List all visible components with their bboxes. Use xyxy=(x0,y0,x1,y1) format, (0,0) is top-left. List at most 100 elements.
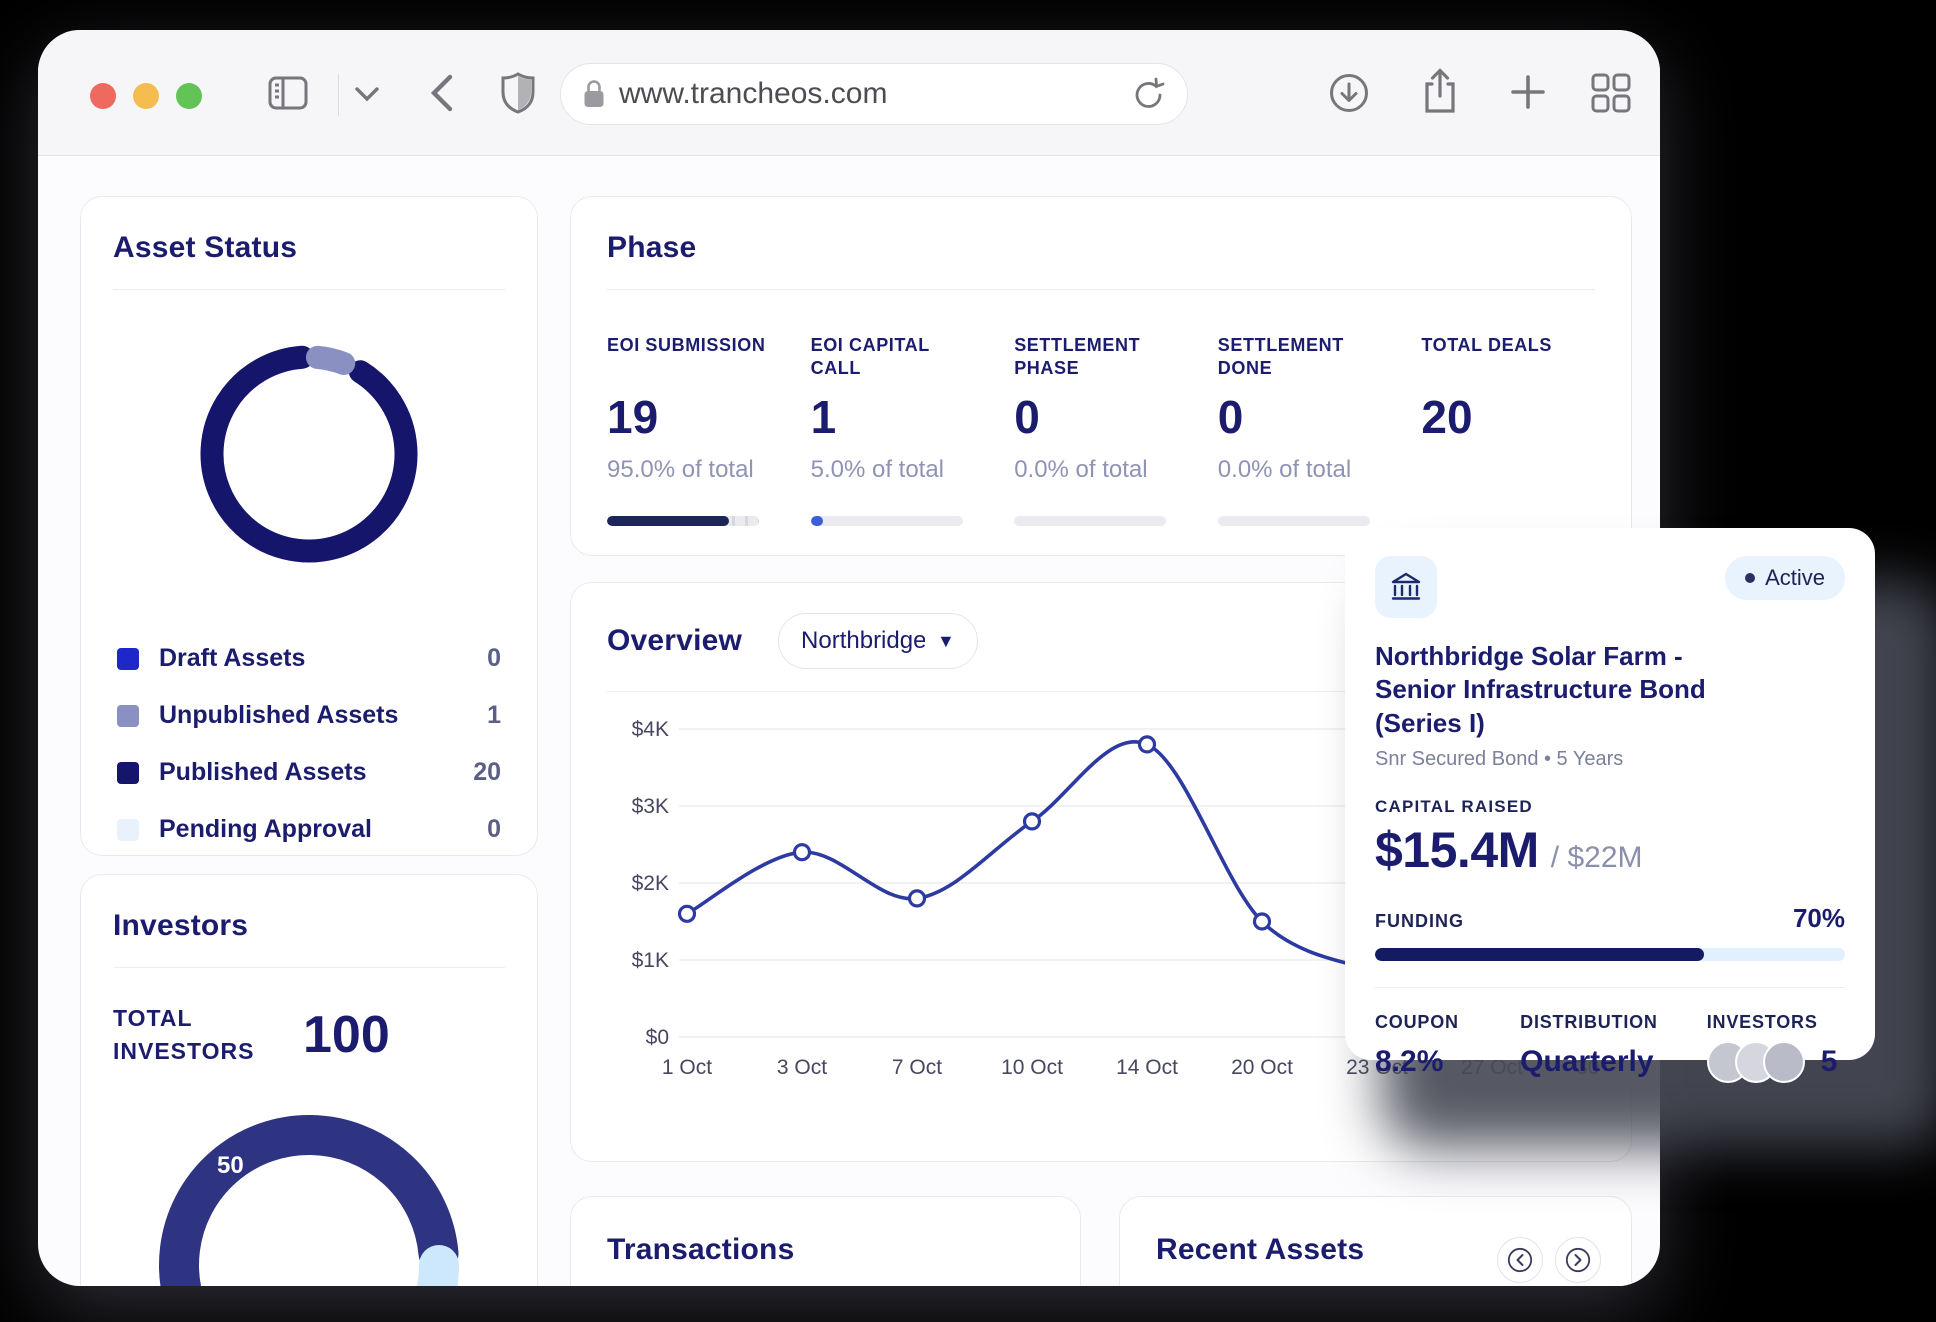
phase-bar-fill xyxy=(810,516,823,526)
legend-value: 20 xyxy=(473,758,501,786)
dropdown-selected-value: Northbridge xyxy=(801,627,926,654)
status-badge-label: Active xyxy=(1765,565,1825,590)
transactions-title: Transactions xyxy=(607,1233,795,1266)
share-icon[interactable] xyxy=(1420,68,1460,116)
investors-gauge-chart: 50 xyxy=(159,1114,459,1286)
data-point-marker xyxy=(907,889,927,908)
phase-stat-subtext: 0.0% of total xyxy=(1217,456,1352,483)
zoom-window-button[interactable] xyxy=(176,83,202,109)
x-axis-label: 10 Oct xyxy=(1001,1056,1063,1079)
investors-stat: INVESTORS 5 xyxy=(1706,1011,1845,1083)
investors-label: INVESTORS xyxy=(1706,1011,1818,1032)
previous-asset-button[interactable] xyxy=(1497,1237,1543,1283)
legend-row: Draft Assets 0 xyxy=(113,630,505,687)
investors-card: Investors TOTAL INVESTORS 100 50 xyxy=(80,874,538,1286)
coupon-value: 8.2% xyxy=(1375,1044,1444,1078)
phase-stat-label: SETTLEMENT PHASE xyxy=(1014,335,1141,378)
tab-overview-icon[interactable] xyxy=(1590,72,1632,114)
legend-swatch-icon xyxy=(117,647,139,670)
back-button-icon[interactable] xyxy=(430,74,454,112)
lock-icon xyxy=(583,79,605,109)
phase-stat-value: 19 xyxy=(607,391,659,443)
phase-progress-bar xyxy=(810,516,963,526)
address-bar[interactable]: www.trancheos.com xyxy=(560,63,1188,125)
funding-progress-bar xyxy=(1375,947,1845,961)
close-window-button[interactable] xyxy=(90,83,116,109)
distribution-stat: DISTRIBUTION Quarterly xyxy=(1520,1012,1707,1083)
funding-percent: 70% xyxy=(1792,902,1845,933)
chevron-down-icon: ▼ xyxy=(937,630,955,651)
phase-stat-column: SETTLEMENT PHASE 0 0.0% of total xyxy=(1014,334,1188,526)
downloads-icon[interactable] xyxy=(1328,72,1370,114)
phase-bar-fill xyxy=(607,516,729,526)
distribution-label: DISTRIBUTION xyxy=(1520,1011,1658,1032)
y-axis-label: $1K xyxy=(632,949,669,972)
x-axis-label: 23 Oct xyxy=(1346,1056,1408,1079)
legend-swatch-icon xyxy=(117,761,139,784)
distribution-value: Quarterly xyxy=(1520,1044,1654,1078)
status-badge: Active xyxy=(1725,556,1845,600)
data-point-marker xyxy=(677,904,697,923)
divider xyxy=(113,967,505,968)
legend-swatch-icon xyxy=(117,818,139,841)
y-axis-label: $2K xyxy=(632,872,669,895)
divider xyxy=(113,289,505,290)
coupon-label: COUPON xyxy=(1375,1011,1459,1032)
y-axis-label: $3K xyxy=(632,795,669,818)
asset-status-card: Asset Status Draft Assets 0 Unpublished As… xyxy=(80,196,538,856)
line-series xyxy=(685,740,1379,974)
legend-label: Unpublished Assets xyxy=(159,701,399,729)
x-axis-label: 7 Oct xyxy=(892,1056,942,1079)
x-axis-label: 1 Oct xyxy=(662,1056,712,1079)
chevron-down-icon[interactable] xyxy=(354,86,380,102)
browser-window: www.trancheos.com xyxy=(38,30,1660,1286)
investors-count: 5 xyxy=(1820,1044,1838,1078)
phase-stat-subtext: 5.0% of total xyxy=(810,456,945,483)
asset-detail-card: Active Northbridge Solar Farm - Senior I… xyxy=(1345,528,1875,1083)
legend-value: 1 xyxy=(487,701,501,729)
phase-stat-column: EOI CAPITAL CALL 1 5.0% of total xyxy=(810,334,985,526)
phase-progress-bar xyxy=(1421,516,1573,526)
legend-row: Pending Approval 0 xyxy=(113,801,505,858)
phase-stat-subtext xyxy=(1421,456,1595,486)
x-axis-label: 3 Oct xyxy=(777,1056,827,1079)
asset-status-legend: Draft Assets 0 Unpublished Assets 1 Publishe… xyxy=(113,630,505,858)
phase-stat-column: EOI SUBMISSION 19 95.0% of total xyxy=(607,334,781,526)
data-point-marker xyxy=(1022,812,1042,831)
phase-card: Phase EOI SUBMISSION 19 95.0% of total EOI … xyxy=(570,196,1632,556)
legend-value: 0 xyxy=(487,644,501,672)
next-asset-button[interactable] xyxy=(1555,1237,1601,1283)
reload-icon[interactable] xyxy=(1133,77,1165,111)
funding-label: FUNDING xyxy=(1375,910,1464,931)
total-investors-label: TOTAL INVESTORS xyxy=(113,1005,255,1065)
privacy-shield-icon[interactable] xyxy=(500,72,536,114)
transactions-card: Transactions xyxy=(570,1196,1081,1286)
bank-icon xyxy=(1391,572,1421,600)
browser-toolbar: www.trancheos.com xyxy=(38,30,1660,156)
phase-bar-dashes xyxy=(731,516,759,526)
divider xyxy=(607,691,1595,692)
divider xyxy=(1375,986,1845,988)
phase-progress-bar xyxy=(607,516,759,526)
x-axis-label: 20 Oct xyxy=(1231,1056,1293,1079)
sidebar-toggle-icon[interactable] xyxy=(268,76,308,110)
coupon-stat: COUPON 8.2% xyxy=(1375,1012,1520,1083)
legend-row: Unpublished Assets 1 xyxy=(113,687,505,744)
phase-stat-subtext: 95.0% of total xyxy=(607,456,754,483)
legend-row: Published Assets 20 xyxy=(113,744,505,801)
phase-stat-label: EOI CAPITAL CALL xyxy=(810,335,930,378)
recent-assets-card: Recent Assets xyxy=(1119,1196,1632,1286)
overview-title: Overview xyxy=(607,624,743,657)
minimize-window-button[interactable] xyxy=(133,83,159,109)
bank-icon-tile xyxy=(1375,556,1437,618)
legend-label: Pending Approval xyxy=(159,815,372,843)
asset-select-dropdown[interactable]: Northbridge ▼ xyxy=(778,613,978,669)
asset-status-title: Asset Status xyxy=(113,231,298,264)
new-tab-icon[interactable] xyxy=(1510,74,1546,110)
gauge-segment-label: 50 xyxy=(217,1152,244,1179)
x-axis-label: 14 Oct xyxy=(1116,1056,1178,1079)
x-axis-label: 27 Oct xyxy=(1461,1056,1523,1079)
phase-stat-subtext: 0.0% of total xyxy=(1014,456,1148,483)
legend-swatch-icon xyxy=(117,704,139,727)
asset-subtitle: Snr Secured Bond • 5 Years xyxy=(1375,747,1624,770)
